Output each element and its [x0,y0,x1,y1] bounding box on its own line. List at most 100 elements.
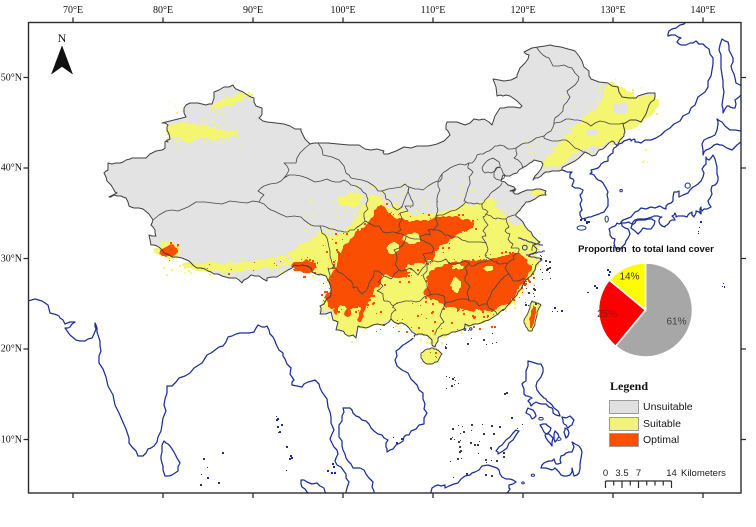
axis-label-top-0: 70°E [62,5,84,16]
axis-label-left-3: 20°N [0,343,22,355]
north-arrow-label: N [57,31,67,45]
province-border-29 [432,215,439,231]
small-island [576,225,587,231]
axis-label-top-6: 130°E [600,5,626,16]
island-shikoku [630,218,656,235]
province-border-22 [435,173,443,217]
legend-item-optimal: Optimal [609,433,693,447]
province-border-48 [390,305,397,320]
province-border-42 [486,303,499,316]
axis-label-top-3: 100°E [330,5,356,16]
taihu-lake [521,244,528,251]
province-border-13 [317,142,383,192]
island-panay [539,423,552,435]
island-kyushu [608,222,631,250]
coast-south-asia [28,298,350,493]
province-border-43 [468,299,488,307]
province-border-9 [396,186,414,234]
axis-label-top-2: 90°E [242,5,264,16]
map-clipped-content [28,22,741,493]
scalebar-unit: Kilometers [681,468,726,479]
province-border-23 [481,182,503,205]
province-border-51 [333,265,385,295]
island-leyte [563,427,570,439]
small-island [538,416,544,421]
small-island [530,473,536,477]
axis-label-left-4: 10°N [0,434,22,445]
frame-border [27,21,742,494]
province-border-34 [508,273,526,285]
province-border-11 [393,235,435,276]
province-border-27 [481,213,489,244]
island-negros [544,433,554,447]
province-border-0 [152,200,260,221]
province-border-44 [444,298,470,304]
island-hokkaido [701,118,741,156]
province-border-50 [383,269,400,280]
province-border-32 [506,248,520,265]
province-border-14 [408,47,580,191]
province-border-52 [422,261,431,296]
scalebar-tick-label-1: 3.5 [615,468,629,479]
island-luzon [521,360,561,417]
island-sri-lanka [160,440,181,477]
pie-label-unsuitable: 61% [666,317,686,328]
small-island [684,182,691,189]
legend-label-suitable: Suitable [643,417,681,430]
axis-label-left-1: 40°N [0,162,22,174]
legend-title: Legend [610,379,649,393]
map-frame [23,17,746,498]
small-island [556,437,562,441]
island-sakhalin [718,38,741,114]
pie-slice-unsuitable [614,262,694,358]
china-coast-details [463,237,545,331]
island-mindanao [540,441,583,477]
province-border-21 [435,201,467,217]
scalebar-tick-label-2: 7 [635,468,642,479]
province-border-41 [486,273,510,305]
island-cebu [553,430,560,443]
island-samar [561,415,575,429]
province-border-6 [283,174,369,222]
legend-item-suitable: Suitable [609,416,693,431]
axis-ticks [23,17,746,498]
province-border-47 [392,294,431,307]
province-border-45 [434,302,446,336]
province-border-40 [464,262,471,301]
province-border-2 [283,143,311,179]
legend-item-unsuitable: Unsuitable [609,400,693,414]
province-border-25 [481,203,489,215]
pie-chart: 61% 25% 14% [597,262,694,358]
legend-label-optimal: Optimal [643,434,680,446]
pie-label-suitable: 14% [619,272,639,283]
yangtze-estuary [518,237,543,246]
optimal-region-west [324,205,474,309]
legend-swatch-suitable [609,416,639,431]
legend-items: Unsuitable Suitable Optimal [609,400,693,447]
coast-southeast-asia [338,334,428,493]
hongkong-island [469,327,473,331]
province-border-5 [327,265,335,280]
hangzhou-bay [526,250,545,256]
axis-label-left-2: 30°N [0,253,22,264]
small-island [521,481,525,485]
pie-slice-optimal [597,278,647,348]
province-border-24 [465,201,483,205]
axis-label-top-7: 140°E [690,5,716,16]
coast-sumatra [300,479,327,493]
axis-label-left-0: 50°N [0,72,22,83]
small-island [604,215,609,223]
legend-swatch-unsuitable [609,400,639,414]
scalebar-tick-label-3: 14 [666,468,677,479]
legend-swatch-optimal [609,433,639,447]
province-border-7 [319,220,366,233]
province-border-26 [485,213,517,220]
pie-label-optimal: 25% [597,309,617,320]
province-border-1 [257,177,285,203]
province-border-36 [484,242,493,261]
legend: Legend Unsuitable Suitable Optimal [609,379,693,451]
province-border-39 [426,258,470,265]
scalebar-tick-label-0: 0 [602,468,609,479]
coastlines-layer [28,22,741,493]
